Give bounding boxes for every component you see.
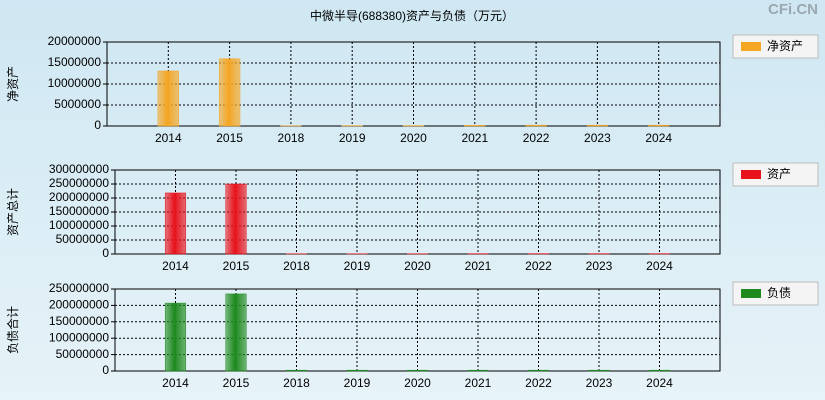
y-axis-label: 净资产 [6,66,20,102]
x-tick-label: 2019 [339,131,366,145]
x-tick-label: 2015 [223,259,250,273]
x-tick-label: 2021 [465,376,492,390]
bar [225,183,247,255]
x-tick-label: 2020 [400,131,427,145]
legend-label: 净资产 [767,39,803,53]
legend-box [732,162,819,187]
bar [527,369,550,372]
y-tick-label: 100000000 [49,218,109,232]
bar [164,302,187,372]
bar [406,369,429,372]
x-tick-label: 2022 [525,259,552,273]
y-tick-label: 0 [102,246,109,260]
bar [464,125,486,127]
y-tick-label: 150000000 [49,314,109,328]
y-tick-label: 15000000 [48,55,102,69]
y-axis-label: 资产总计 [6,188,20,236]
x-tick-label: 2022 [525,376,552,390]
x-tick-label: 2015 [223,376,250,390]
bar [586,124,609,127]
x-tick-label: 2019 [344,259,371,273]
x-tick-label: 2015 [216,131,243,145]
y-tick-label: 150000000 [49,204,109,218]
x-tick-label: 2023 [586,259,613,273]
y-tick-label: 100000000 [49,330,109,344]
y-axis-label: 负债合计 [5,306,20,354]
y-tick-label: 20000000 [48,34,102,48]
y-tick-label: 5000000 [54,97,101,111]
y-tick-label: 250000000 [49,176,109,190]
bar [648,124,670,127]
watermark: CFi.CN [768,1,818,18]
y-tick-label: 0 [94,118,101,132]
y-tick-label: 200000000 [49,190,109,204]
x-tick-label: 2018 [283,376,310,390]
x-tick-label: 2024 [646,259,673,273]
x-tick-label: 2014 [155,131,182,145]
x-tick-label: 2023 [584,131,611,145]
y-tick-label: 250000000 [49,281,109,295]
bar [157,70,179,127]
y-tick-label: 0 [102,363,109,377]
x-tick-label: 2014 [162,376,189,390]
x-tick-label: 2021 [465,259,492,273]
legend-label: 资产 [767,167,791,181]
bar [525,124,547,127]
x-tick-label: 2023 [586,376,613,390]
legend-swatch [741,289,761,298]
chart-title: 中微半导(688380)资产与负债（万元） [310,8,514,23]
bar [346,369,368,372]
x-tick-label: 2019 [344,376,371,390]
x-tick-label: 2021 [461,131,488,145]
legend-box [732,281,819,306]
x-tick-label: 2018 [278,131,305,145]
legend-swatch [741,42,761,51]
y-tick-label: 50000000 [56,232,110,246]
bar [648,369,671,372]
x-tick-label: 2014 [162,259,189,273]
legend-label: 负债 [767,286,791,300]
y-tick-label: 200000000 [49,298,109,312]
x-tick-label: 2024 [646,376,673,390]
y-tick-label: 50000000 [56,347,110,361]
bar [588,369,610,372]
y-tick-label: 300000000 [49,162,109,176]
bar [164,192,187,255]
bar [218,58,241,127]
x-tick-label: 2022 [523,131,550,145]
legend-box [732,34,819,59]
bar [285,369,308,372]
bar [225,293,247,372]
x-tick-label: 2024 [645,131,672,145]
y-tick-label: 10000000 [48,76,102,90]
bar [467,369,489,372]
x-tick-label: 2020 [404,259,431,273]
x-tick-label: 2020 [404,376,431,390]
legend-swatch [741,170,761,179]
x-tick-label: 2018 [283,259,310,273]
